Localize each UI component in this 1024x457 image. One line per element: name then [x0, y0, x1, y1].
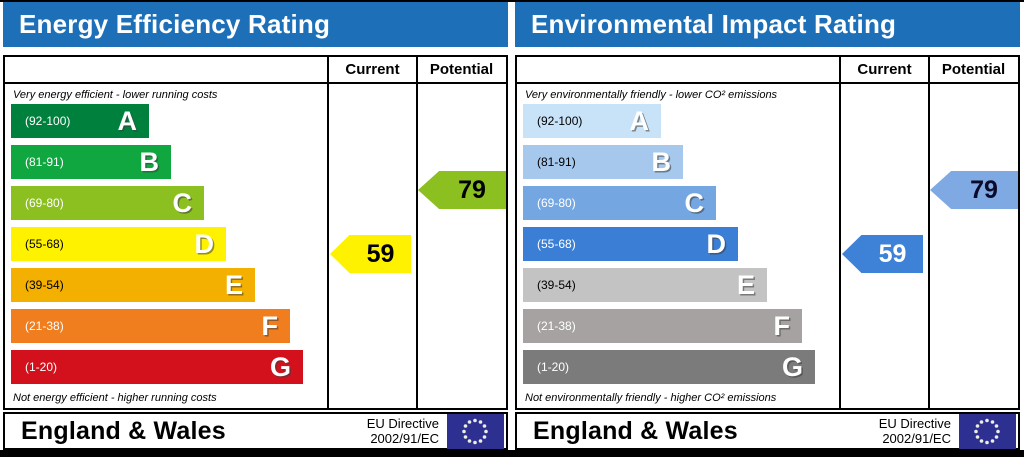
- band-letter: E: [736, 269, 755, 300]
- band-range: (1-20): [25, 360, 58, 374]
- environmental-chart-table: Current Potential Very environmentally f…: [515, 55, 1020, 410]
- energy-potential-value: 79: [458, 175, 486, 204]
- energy-band-f: (21-38) F: [11, 309, 290, 343]
- energy-current-value: 59: [366, 239, 395, 268]
- bottom-border-line: [0, 450, 1024, 457]
- environmental-title: Environmental Impact Rating: [531, 9, 897, 39]
- energy-band-c: (69-80) C: [11, 186, 204, 220]
- band-letter: F: [773, 310, 791, 341]
- energy-current-header: Current: [327, 57, 416, 82]
- environmental-band-a: (92-100) A: [523, 104, 661, 138]
- band-letter: B: [139, 146, 160, 177]
- energy-band-b: (81-91) B: [11, 145, 171, 179]
- band-range: (1-20): [537, 360, 570, 374]
- environmental-bands-header-cell: [517, 57, 839, 82]
- band-letter: D: [706, 228, 727, 259]
- environmental-top-caption: Very environmentally friendly - lower CO…: [525, 89, 778, 101]
- top-border-line: [0, 0, 1024, 2]
- environmental-current-arrow: 59: [842, 235, 923, 273]
- band-range: (55-68): [537, 237, 576, 251]
- band-range: (39-54): [537, 278, 576, 292]
- region-label: England & Wales: [533, 416, 738, 445]
- environmental-band-d: (55-68) D: [523, 227, 738, 261]
- environmental-bottom-caption: Not environmentally friendly - higher CO…: [525, 392, 777, 404]
- energy-potential-header: Potential: [416, 57, 505, 82]
- band-letter: G: [781, 351, 803, 382]
- band-range: (69-80): [25, 196, 64, 210]
- environmental-impact-panel: Environmental Impact Rating Current Pote…: [512, 2, 1024, 450]
- environmental-band-f: (21-38) F: [523, 309, 802, 343]
- band-range: (21-38): [25, 319, 64, 333]
- band-range: (92-100): [25, 114, 71, 128]
- band-letter: F: [261, 310, 279, 341]
- environmental-potential-column: 79: [928, 84, 1018, 408]
- band-letter: B: [651, 146, 672, 177]
- region-label: England & Wales: [21, 416, 226, 445]
- band-letter: A: [117, 105, 138, 136]
- energy-band-d: (55-68) D: [11, 227, 226, 261]
- environmental-current-value: 59: [878, 239, 907, 268]
- environmental-potential-arrow: 79: [930, 171, 1018, 209]
- energy-band-g: (1-20) G: [11, 350, 303, 384]
- band-range: (55-68): [25, 237, 64, 251]
- eu-directive-label: EU Directive 2002/91/EC: [878, 416, 951, 446]
- energy-potential-column: 79: [416, 84, 506, 408]
- energy-current-column: 59: [327, 84, 416, 408]
- band-range: (81-91): [25, 155, 64, 169]
- band-letter: G: [269, 351, 291, 382]
- environmental-potential-header: Potential: [928, 57, 1017, 82]
- band-letter: D: [194, 228, 215, 259]
- energy-bands-column: Very energy efficient - lower running co…: [5, 84, 327, 408]
- band-range: (69-80): [537, 196, 576, 210]
- energy-table-header: Current Potential: [5, 57, 506, 84]
- environmental-bands-column: Very environmentally friendly - lower CO…: [517, 84, 839, 408]
- energy-top-caption: Very energy efficient - lower running co…: [13, 89, 218, 101]
- environmental-band-c: (69-80) C: [523, 186, 716, 220]
- energy-chart-table: Current Potential Very energy efficient …: [3, 55, 508, 410]
- band-range: (39-54): [25, 278, 64, 292]
- energy-efficiency-panel: Energy Efficiency Rating Current Potenti…: [0, 2, 512, 450]
- energy-potential-arrow: 79: [418, 171, 506, 209]
- environmental-title-bar: Environmental Impact Rating: [515, 2, 1020, 47]
- environmental-band-b: (81-91) B: [523, 145, 683, 179]
- environmental-band-g: (1-20) G: [523, 350, 815, 384]
- band-letter: A: [629, 105, 650, 136]
- eu-flag-icon: [959, 413, 1016, 449]
- energy-footer: England & Wales EU Directive 2002/91/EC: [3, 412, 508, 450]
- environmental-current-column: 59: [839, 84, 928, 408]
- band-letter: C: [172, 187, 193, 218]
- energy-title: Energy Efficiency Rating: [19, 9, 331, 39]
- band-range: (21-38): [537, 319, 576, 333]
- environmental-potential-value: 79: [970, 175, 998, 204]
- energy-band-e: (39-54) E: [11, 268, 255, 302]
- energy-current-arrow: 59: [330, 235, 411, 273]
- environmental-current-header: Current: [839, 57, 928, 82]
- band-range: (81-91): [537, 155, 576, 169]
- band-letter: C: [684, 187, 705, 218]
- eu-directive-label: EU Directive 2002/91/EC: [366, 416, 439, 446]
- band-range: (92-100): [537, 114, 583, 128]
- energy-bottom-caption: Not energy efficient - higher running co…: [13, 392, 217, 404]
- energy-band-a: (92-100) A: [11, 104, 149, 138]
- energy-title-bar: Energy Efficiency Rating: [3, 2, 508, 47]
- environmental-footer: England & Wales EU Directive 2002/91/EC: [515, 412, 1020, 450]
- eu-flag-icon: [447, 413, 504, 449]
- environmental-band-e: (39-54) E: [523, 268, 767, 302]
- energy-bands-header-cell: [5, 57, 327, 82]
- band-letter: E: [224, 269, 243, 300]
- environmental-table-header: Current Potential: [517, 57, 1018, 84]
